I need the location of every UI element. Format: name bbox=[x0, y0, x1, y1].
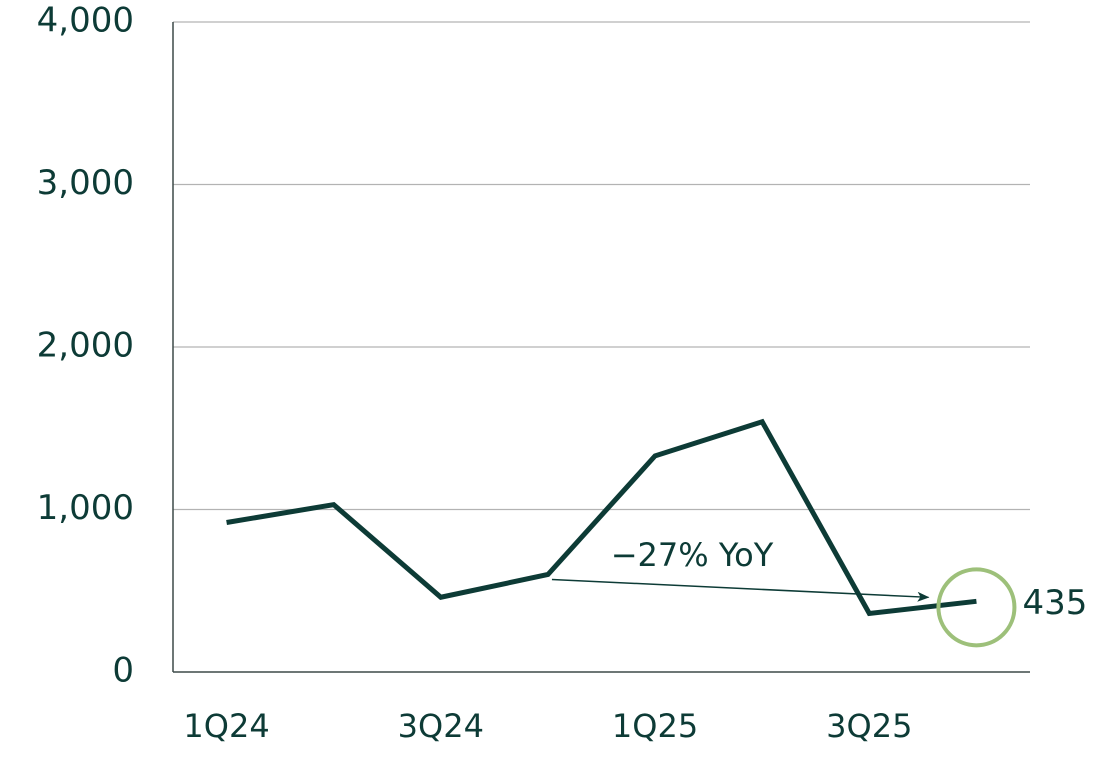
value-label: 435 bbox=[1022, 583, 1087, 623]
x-tick-label: 1Q25 bbox=[612, 707, 698, 745]
y-tick-label: 1,000 bbox=[37, 488, 134, 528]
series-line bbox=[226, 418, 977, 617]
x-tick-label: 3Q25 bbox=[826, 707, 912, 745]
y-tick-label: 3,000 bbox=[37, 163, 134, 203]
y-tick-label: 4,000 bbox=[37, 1, 134, 41]
x-tick-label: 1Q24 bbox=[183, 707, 269, 745]
highlight-circle bbox=[936, 567, 1017, 648]
y-tick-label: 0 bbox=[112, 651, 134, 691]
y-tick-label: 2,000 bbox=[37, 326, 134, 366]
x-tick-label: 3Q24 bbox=[398, 707, 484, 745]
annotation-arrow bbox=[551, 578, 930, 602]
annotation: −27% YoY bbox=[611, 536, 774, 574]
